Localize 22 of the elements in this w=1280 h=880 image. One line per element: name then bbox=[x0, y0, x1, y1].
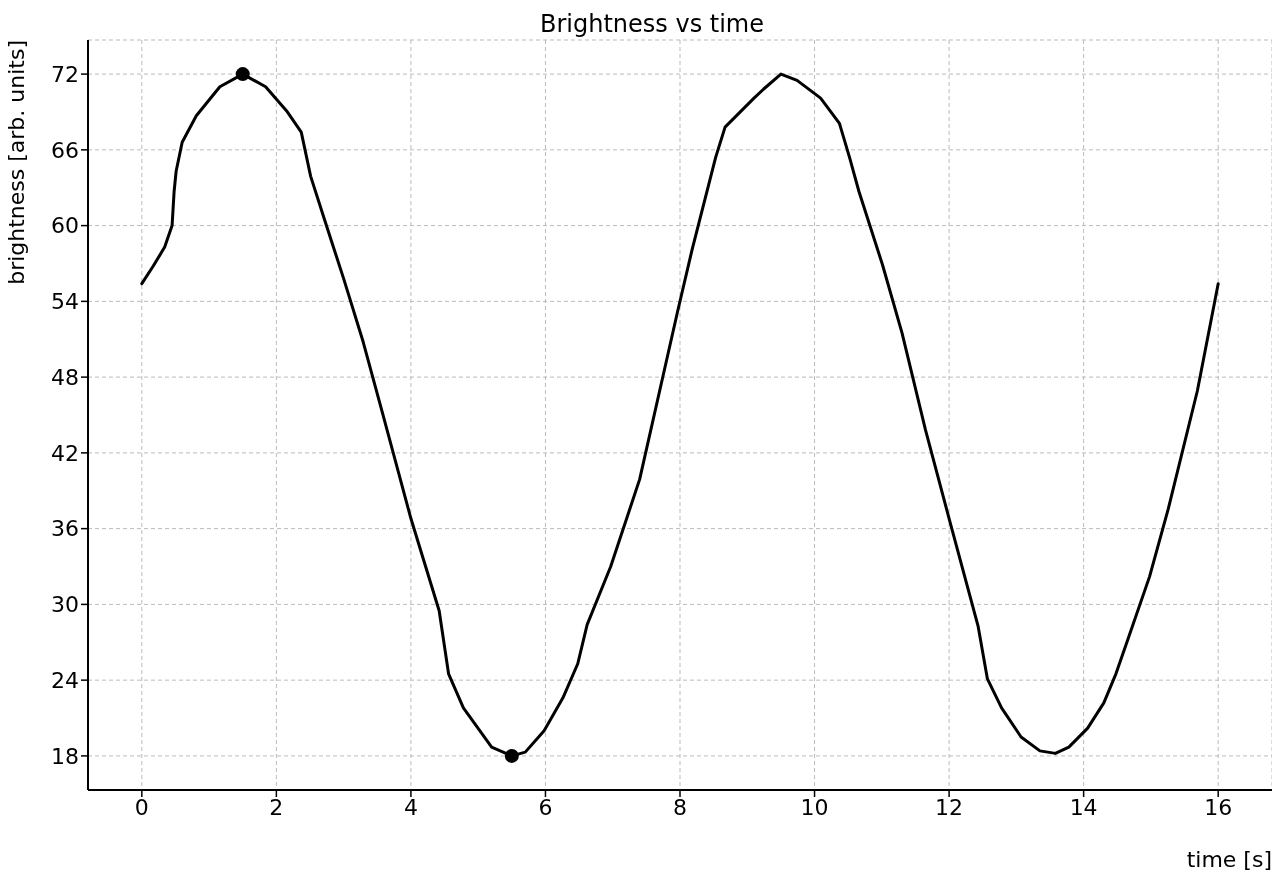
y-tick-label: 54 bbox=[51, 289, 79, 315]
y-tick-label: 30 bbox=[51, 592, 79, 618]
y-tick-label: 24 bbox=[51, 667, 79, 693]
y-tick-label: 66 bbox=[51, 137, 79, 163]
y-tick-label: 60 bbox=[51, 213, 79, 239]
y-tick-label: 48 bbox=[51, 364, 79, 390]
y-tick-label: 42 bbox=[51, 440, 79, 466]
y-axis-title: brightness [arb. units] bbox=[4, 40, 29, 285]
x-tick-label: 16 bbox=[1204, 794, 1233, 820]
x-tick-label: 2 bbox=[269, 794, 284, 820]
x-tick-label: 10 bbox=[800, 794, 829, 820]
x-tick-label: 0 bbox=[134, 794, 149, 820]
x-axis-title: time [s] bbox=[1186, 847, 1272, 872]
x-tick-label: 14 bbox=[1069, 794, 1098, 820]
x-tick-label: 8 bbox=[673, 794, 687, 820]
x-tick-label: 4 bbox=[403, 794, 418, 820]
chart-title: Brightness vs time bbox=[539, 10, 765, 38]
x-tick-label: 6 bbox=[538, 794, 553, 820]
y-tick-label: 72 bbox=[51, 61, 79, 87]
x-tick-label: 12 bbox=[935, 794, 964, 820]
y-tick-label: 36 bbox=[51, 516, 79, 542]
y-tick-label: 18 bbox=[51, 743, 79, 769]
